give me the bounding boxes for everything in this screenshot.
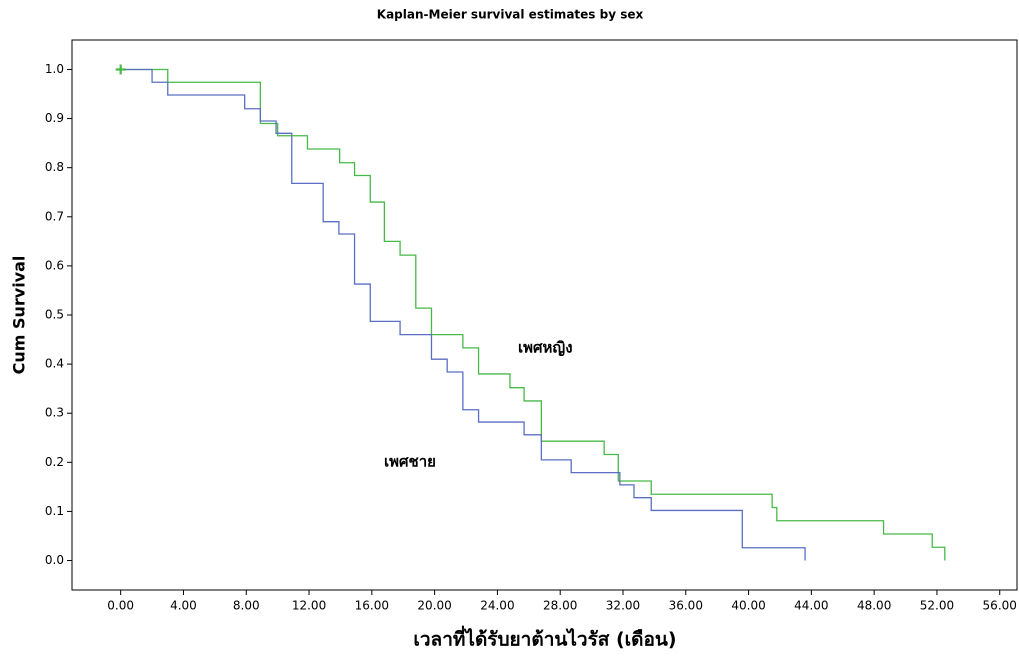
y-tick-label: 0.8 [45,160,64,174]
survival-line [120,68,806,561]
y-tick-label: 0.3 [45,406,64,420]
x-tick-label: 36.00 [669,599,703,613]
y-tick-label: 0.6 [45,258,64,272]
series-label: เพศชาย [384,453,436,471]
x-tick-label: 12.00 [292,599,326,613]
x-tick-label: 0.00 [107,599,134,613]
survival-line [120,68,946,561]
plot-area [71,39,1018,591]
x-tick-label: 32.00 [606,599,640,613]
x-tick-label: 28.00 [543,599,577,613]
y-tick-label: 1.0 [45,62,64,76]
y-tick-label: 0.0 [45,553,64,567]
x-tick-label: 48.00 [857,599,891,613]
x-tick-label: 44.00 [794,599,828,613]
y-tick-label: 0.4 [45,357,64,371]
chart-title: Kaplan-Meier survival estimates by sex [377,8,644,22]
y-tick-label: 0.9 [45,111,64,125]
x-tick-label: 56.00 [983,599,1017,613]
x-axis-label: เวลาที่ได้รับยาต้านไวรัส (เดือน) [413,626,676,651]
x-tick-label: 24.00 [480,599,514,613]
x-tick-label: 8.00 [233,599,260,613]
y-tick-label: 0.1 [45,504,64,518]
x-tick-label: 16.00 [355,599,389,613]
x-tick-label: 52.00 [920,599,954,613]
y-tick-label: 0.2 [45,455,64,469]
censor-mark [115,64,126,75]
series-label: เพศหญิง [518,339,573,357]
x-tick-label: 4.00 [170,599,197,613]
x-tick-label: 20.00 [417,599,451,613]
y-tick-label: 0.7 [45,209,64,223]
y-axis-label: Cum Survival [10,256,29,375]
y-tick-label: 0.5 [45,308,64,322]
x-tick-label: 40.00 [731,599,765,613]
